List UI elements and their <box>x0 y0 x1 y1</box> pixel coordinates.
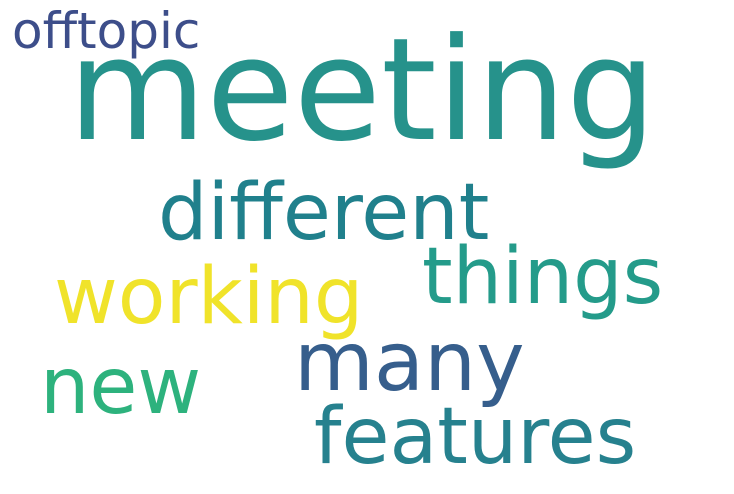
word-working: working <box>54 252 364 342</box>
word-offtopic: offtopic <box>12 2 201 60</box>
word-things: things <box>422 232 664 322</box>
word-meeting: meeting <box>68 8 657 173</box>
word-different: different <box>158 168 490 258</box>
word-new: new <box>40 342 202 432</box>
word-many: many <box>294 315 525 410</box>
word-features: features <box>314 392 637 482</box>
